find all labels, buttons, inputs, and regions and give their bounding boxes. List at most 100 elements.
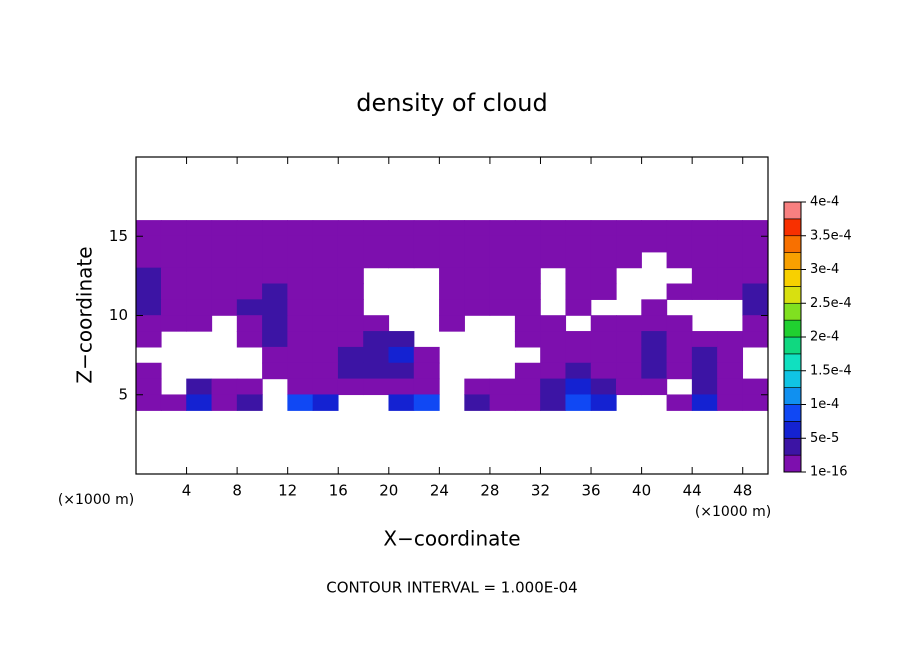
x-unit: (×1000 m) — [695, 504, 771, 520]
contour-cell — [540, 394, 567, 411]
colorbar-band — [783, 218, 802, 237]
contour-cell — [717, 362, 744, 380]
contour-cell — [160, 394, 187, 411]
contour-cell — [742, 394, 769, 411]
contour-cell — [641, 220, 668, 237]
contour-cell — [388, 220, 415, 237]
colorbar-tick-label: 2e-4 — [810, 330, 839, 345]
contour-cell — [236, 283, 263, 300]
contour-cell — [717, 235, 744, 253]
contour-cell — [312, 299, 339, 316]
contour-cell — [135, 299, 162, 316]
contour-cell — [262, 235, 288, 253]
contour-cell — [337, 235, 364, 253]
contour-cell — [135, 283, 162, 300]
contour-cell — [160, 251, 187, 269]
contour-cell — [691, 331, 718, 348]
contour-cell — [489, 378, 516, 396]
contour-cell — [717, 267, 744, 285]
contour-cell — [464, 378, 491, 396]
contour-cell — [464, 251, 491, 269]
contour-cell — [312, 378, 339, 396]
contour-cell — [211, 235, 238, 253]
contour-cell — [565, 299, 592, 316]
contour-cell — [565, 251, 592, 269]
contour-cell — [489, 299, 516, 316]
colorbar-band — [783, 421, 802, 439]
contour-cell — [413, 378, 440, 396]
contour-cell — [742, 315, 769, 332]
contour-cell — [540, 251, 567, 269]
contour-cell — [312, 235, 339, 253]
contour-cell — [388, 331, 415, 348]
contour-cell — [211, 299, 238, 316]
contour-cell — [413, 220, 440, 237]
contour-cell — [135, 378, 162, 396]
contour-cell — [337, 251, 364, 269]
contour-cell — [135, 235, 162, 253]
x-tick-label: 20 — [379, 482, 398, 500]
contour-cell — [514, 394, 541, 411]
contour-cell — [211, 251, 238, 269]
contour-cell — [565, 394, 592, 411]
contour-cell — [641, 315, 668, 332]
contour-cell — [590, 251, 617, 269]
contour-cell — [691, 235, 718, 253]
contour-cell — [388, 346, 415, 364]
colorbar-band — [783, 319, 802, 338]
contour-cell — [413, 346, 440, 364]
contour-cell — [616, 362, 642, 380]
contour-cell — [641, 235, 668, 253]
contour-cell — [160, 299, 187, 316]
contour-cell — [363, 315, 390, 332]
contour-cell — [464, 394, 491, 411]
contour-cell — [691, 283, 718, 300]
contour-cell — [135, 394, 162, 411]
contour-cell — [337, 362, 364, 380]
contour-cell — [691, 251, 718, 269]
contour-cell — [540, 331, 567, 348]
contour-cell — [489, 283, 516, 300]
contour-cell — [641, 362, 668, 380]
contour-cell — [717, 220, 744, 237]
contour-cell — [691, 267, 718, 285]
contour-cell — [565, 220, 592, 237]
x-tick-label: 48 — [733, 482, 752, 500]
contour-cell — [691, 220, 718, 237]
contour-cell — [363, 362, 390, 380]
colorbar-band — [783, 454, 802, 473]
contour-cell — [514, 283, 541, 300]
contour-cell — [363, 220, 390, 237]
y-tick-label: 10 — [109, 306, 128, 324]
x-tick-label: 12 — [278, 482, 297, 500]
contour-cell — [616, 220, 642, 237]
contour-cell — [590, 220, 617, 237]
contour-cell — [464, 283, 491, 300]
contour-cell — [717, 251, 744, 269]
contour-cell — [666, 362, 693, 380]
contour-cell — [363, 378, 390, 396]
contour-cell — [262, 346, 288, 364]
contour-cell — [514, 299, 541, 316]
contour-cell — [540, 346, 567, 364]
x-tick-label: 32 — [531, 482, 550, 500]
colorbar-band — [783, 387, 802, 405]
contour-cell — [489, 220, 516, 237]
contour-cell — [186, 267, 213, 285]
contour-cell — [287, 315, 314, 332]
contour-cell — [439, 299, 465, 316]
contour-cell — [287, 267, 314, 285]
colorbar-band — [783, 302, 802, 321]
colorbar-tick-label: 3e-4 — [810, 262, 839, 277]
chart-title: density of cloud — [356, 89, 547, 117]
contour-cell — [236, 267, 263, 285]
contour-cell — [186, 378, 213, 396]
colorbar-tick-label: 1.5e-4 — [810, 363, 852, 378]
contour-cell — [590, 235, 617, 253]
contour-cell — [135, 362, 162, 380]
contour-cell — [742, 299, 769, 316]
contour-cell — [287, 331, 314, 348]
contour-cell — [363, 346, 390, 364]
contour-cell — [236, 331, 263, 348]
contour-cell — [160, 315, 187, 332]
